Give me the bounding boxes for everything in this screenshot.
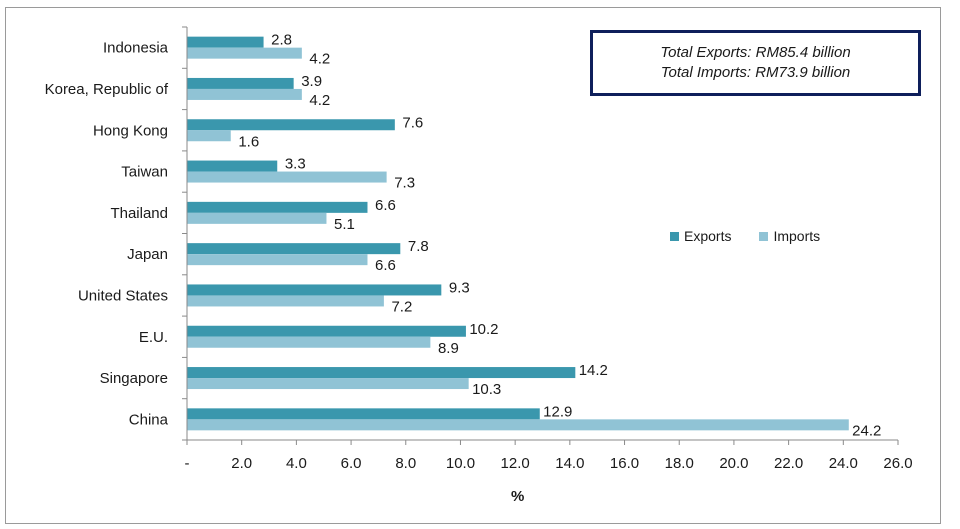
bar-exports (187, 367, 576, 379)
x-tick-label: 26.0 (883, 455, 912, 472)
category-label: E.U. (139, 329, 168, 346)
bar-exports (187, 325, 466, 337)
data-label-exports: 3.9 (301, 73, 322, 90)
data-label-imports: 7.2 (391, 298, 412, 315)
bar-imports (187, 378, 469, 390)
category-label: Thailand (110, 205, 168, 222)
bars-group: 2.8 4.2 3.9 4.2 7.6 1.6 3.3 7.3 6.6 5.1 7.8 6.6 9.3 7… (187, 32, 881, 439)
category-label: Indonesia (103, 40, 169, 57)
x-tick-label: 10.0 (446, 455, 475, 472)
category-label: Taiwan (121, 164, 168, 181)
category-label: Korea, Republic of (45, 81, 169, 98)
bar-imports (187, 254, 368, 266)
bar-imports (187, 171, 387, 183)
data-label-imports: 24.2 (852, 422, 881, 439)
axes-group: Indonesia Korea, Republic of Hong Kong Taiw… (45, 26, 913, 472)
total-exports-text: Total Exports: RM85.4 billion (660, 44, 851, 61)
category-label: United States (78, 287, 168, 304)
legend-swatch-exports (670, 231, 679, 241)
data-label-imports: 4.2 (309, 51, 330, 68)
legend-label-exports: Exports (684, 228, 732, 244)
bar-exports (187, 160, 278, 172)
bar-exports (187, 119, 395, 131)
data-label-exports: 2.8 (271, 32, 292, 49)
bar-imports (187, 419, 849, 431)
legend-label-imports: Imports (773, 228, 821, 244)
x-tick-label: - (185, 455, 190, 472)
data-label-imports: 5.1 (334, 216, 355, 233)
data-label-exports: 14.2 (579, 362, 608, 379)
data-label-exports: 6.6 (375, 197, 396, 214)
x-axis-title: % (511, 488, 525, 505)
data-label-imports: 10.3 (472, 381, 501, 398)
x-tick-label: 12.0 (501, 455, 530, 472)
bar-exports (187, 36, 264, 48)
x-tick-label: 4.0 (286, 455, 307, 472)
x-tick-label: 18.0 (665, 455, 694, 472)
category-label: Hong Kong (93, 122, 168, 139)
x-tick-label: 8.0 (395, 455, 416, 472)
category-label: Singapore (100, 370, 168, 387)
data-label-exports: 7.6 (402, 114, 423, 131)
category-label: China (129, 411, 169, 428)
category-label: Japan (127, 246, 168, 263)
bar-imports (187, 336, 431, 348)
data-label-exports: 10.2 (469, 321, 498, 338)
bar-imports (187, 47, 302, 59)
x-tick-label: 14.0 (555, 455, 584, 472)
bar-exports (187, 201, 368, 213)
bar-exports (187, 408, 540, 420)
data-label-exports: 12.9 (543, 403, 572, 420)
data-label-imports: 8.9 (438, 340, 459, 357)
x-tick-label: 2.0 (231, 455, 252, 472)
data-label-imports: 1.6 (238, 133, 259, 150)
bar-imports (187, 295, 384, 307)
x-tick-label: 20.0 (719, 455, 748, 472)
data-label-exports: 9.3 (449, 279, 470, 296)
data-label-exports: 7.8 (408, 238, 429, 255)
bar-exports (187, 284, 442, 296)
bar-imports (187, 88, 302, 100)
legend: Exports Imports (670, 228, 820, 244)
bar-imports (187, 212, 327, 224)
x-tick-label: 6.0 (341, 455, 362, 472)
x-tick-label: 22.0 (774, 455, 803, 472)
bar-exports (187, 77, 294, 89)
bar-exports (187, 243, 401, 255)
x-tick-label: 16.0 (610, 455, 639, 472)
data-label-imports: 6.6 (375, 257, 396, 274)
data-label-imports: 4.2 (309, 92, 330, 109)
legend-swatch-imports (759, 231, 769, 241)
data-label-imports: 7.3 (394, 175, 415, 192)
x-tick-label: 24.0 (829, 455, 858, 472)
legend-item-imports: Imports (759, 228, 820, 244)
bar-imports (187, 130, 231, 142)
total-imports-text: Total Imports: RM73.9 billion (660, 64, 851, 81)
data-label-exports: 3.3 (285, 156, 306, 173)
totals-box: Total Exports: RM85.4 billion Total Impo… (590, 30, 921, 96)
legend-item-exports: Exports (670, 228, 731, 244)
